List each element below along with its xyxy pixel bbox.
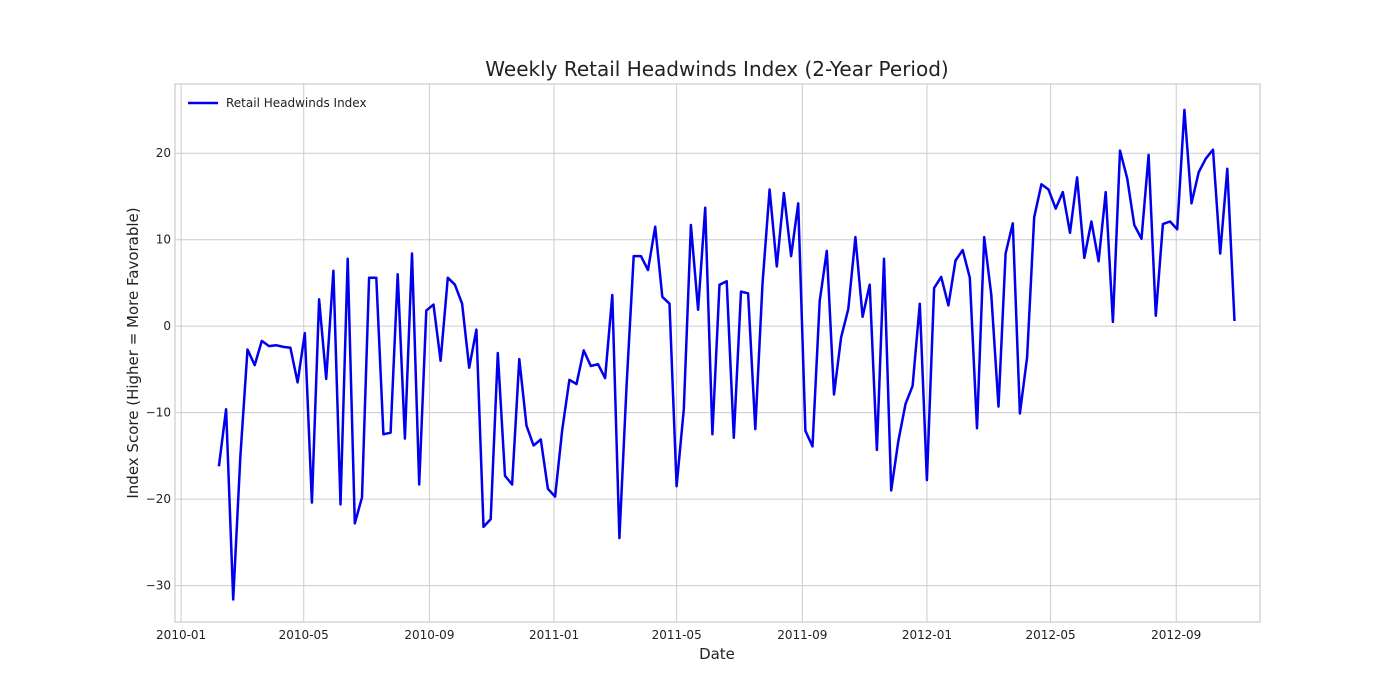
x-tick-label: 2012-01: [902, 628, 952, 642]
x-axis-ticks: 2010-01 2010-05 2010-09 2011-01 2011-05 2011-…: [156, 628, 1201, 642]
y-tick-label: −10: [146, 406, 171, 420]
y-tick-label: 10: [156, 233, 171, 247]
y-tick-label: 20: [156, 146, 171, 160]
y-axis-label: Index Score (Higher = More Favorable): [124, 207, 142, 498]
legend: Retail Headwinds Index: [188, 96, 367, 110]
series-line: [217, 108, 1236, 601]
x-tick-label: 2012-05: [1025, 628, 1075, 642]
x-tick-label: 2011-05: [652, 628, 702, 642]
chart-title: Weekly Retail Headwinds Index (2-Year Pe…: [485, 57, 948, 81]
series-layer: [217, 108, 1236, 601]
x-axis-label: Date: [699, 645, 735, 663]
plot-frame: [174, 83, 1261, 623]
x-tick-label: 2010-09: [404, 628, 454, 642]
x-tick-label: 2010-05: [279, 628, 329, 642]
x-tick-label: 2011-09: [777, 628, 827, 642]
x-tick-label: 2012-09: [1151, 628, 1201, 642]
x-tick-label: 2010-01: [156, 628, 206, 642]
y-tick-label: 0: [163, 319, 171, 333]
legend-label: Retail Headwinds Index: [226, 96, 367, 110]
y-tick-label: −30: [146, 579, 171, 593]
y-axis-ticks: 20 10 0 −10 −20 −30: [146, 146, 171, 592]
x-tick-label: 2011-01: [529, 628, 579, 642]
y-tick-label: −20: [146, 492, 171, 506]
